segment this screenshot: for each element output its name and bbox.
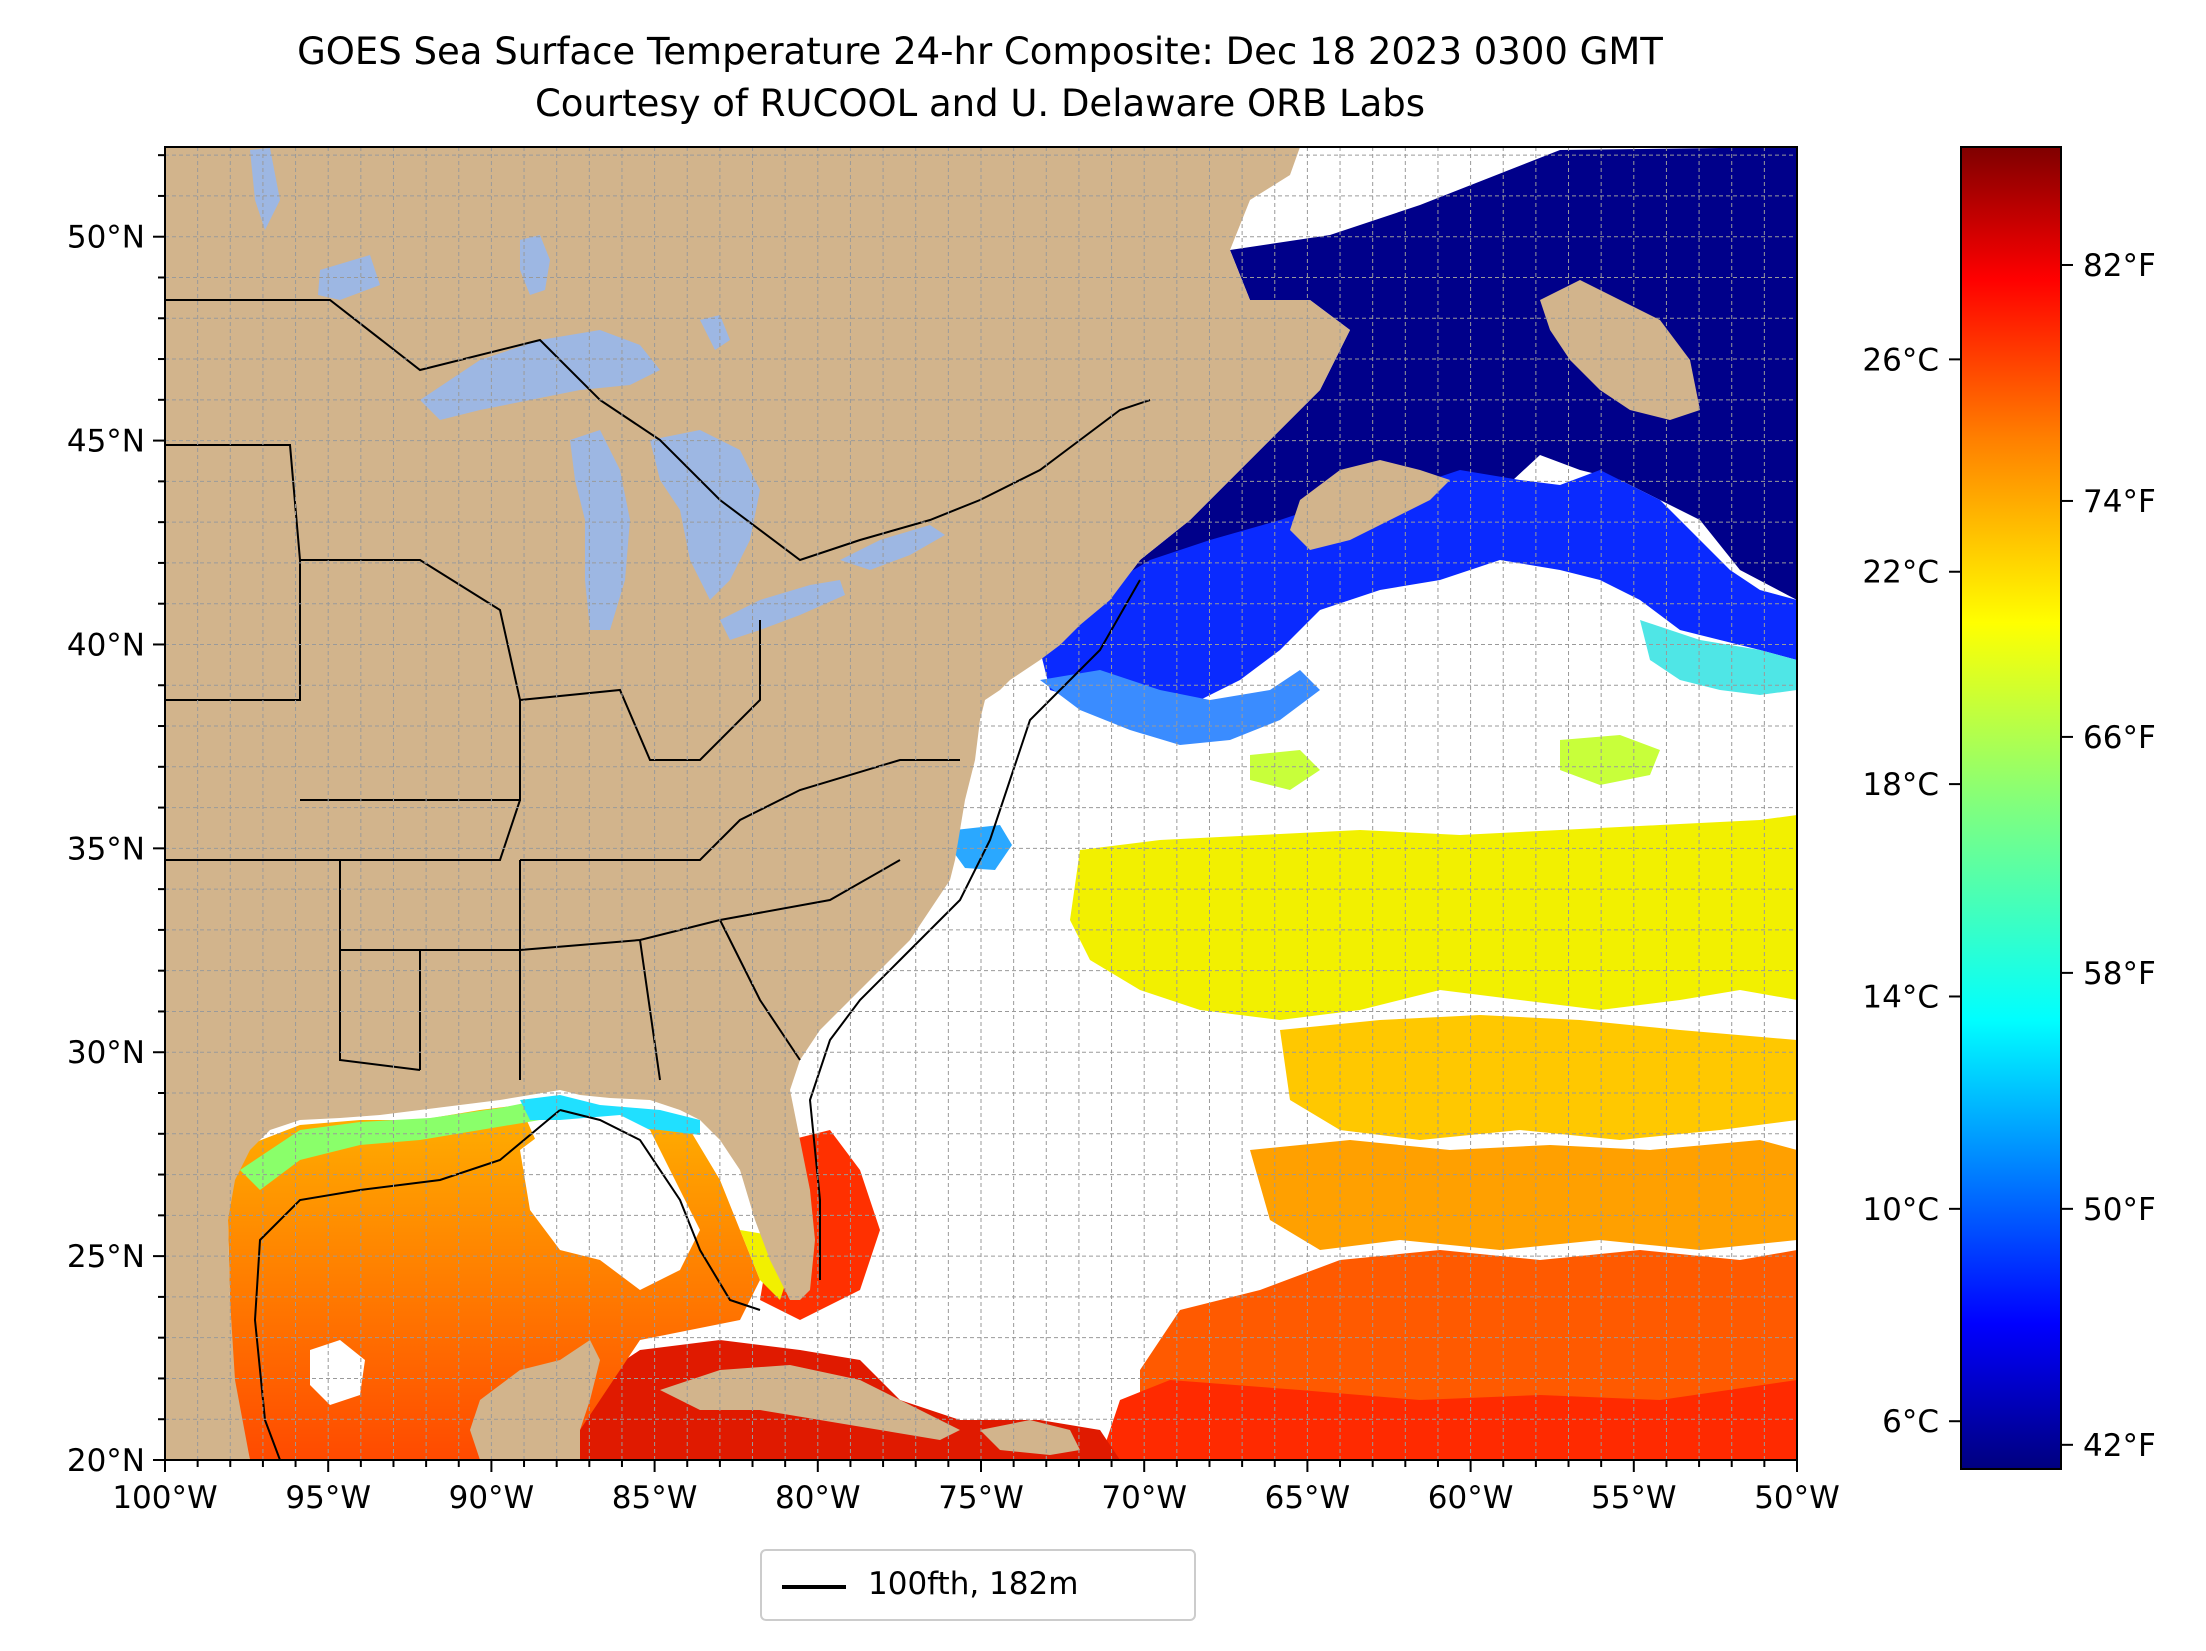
- colorbar-celsius-ticks: 6°C 10°C 14°C 18°C 22°C 26°C: [1862, 342, 1961, 1440]
- land: [165, 147, 1700, 1460]
- lake-michigan: [570, 430, 630, 630]
- cuba-land: [660, 1365, 960, 1440]
- sst-red-south: [1100, 1380, 1797, 1460]
- longitude-axis: 100°W 95°W 90°W 85°W 80°W 75°W 70°W 65°W 60°W 55°…: [112, 1460, 1840, 1516]
- map-subtitle: Courtesy of RUCOOL and U. Delaware ORB L…: [534, 82, 1426, 125]
- sst-yellow-orange-band: [1280, 1015, 1797, 1140]
- celsius-tick-label: 14°C: [1862, 979, 1939, 1015]
- fahrenheit-tick-label: 74°F: [2083, 484, 2156, 520]
- legend-isobath-line: [782, 1585, 846, 1589]
- lon-tick-label: 70°W: [1101, 1480, 1187, 1516]
- colorbar: 6°C 10°C 14°C 18°C 22°C 26°C 42°F 50°F 58°F 66°F…: [1862, 146, 2156, 1470]
- lake-patches-north: [250, 148, 380, 300]
- nova-scotia-land: [1290, 460, 1450, 550]
- lon-tick-label: 60°W: [1428, 1480, 1514, 1516]
- lat-tick-label: 45°N: [67, 424, 145, 460]
- lat-tick-label: 35°N: [67, 831, 145, 867]
- lat-tick-label: 50°N: [67, 220, 145, 256]
- lon-tick-label: 90°W: [449, 1480, 535, 1516]
- map-title: GOES Sea Surface Temperature 24-hr Compo…: [297, 30, 1663, 73]
- lakes: [250, 148, 945, 640]
- fahrenheit-tick-label: 82°F: [2083, 248, 2156, 284]
- fahrenheit-tick-label: 50°F: [2083, 1192, 2156, 1228]
- sst-cyan-patch-hatteras: [952, 825, 1012, 870]
- sst-orange-band: [1250, 1140, 1797, 1250]
- lake-huron: [650, 430, 760, 600]
- sst-cyan-region-east: [1640, 620, 1797, 695]
- lon-tick-label: 55°W: [1591, 1480, 1677, 1516]
- lon-tick-label: 75°W: [938, 1480, 1024, 1516]
- celsius-tick-label: 26°C: [1862, 342, 1939, 378]
- lon-tick-label: 80°W: [775, 1480, 861, 1516]
- sst-gulf-coastal-green: [240, 1100, 540, 1190]
- lon-tick-label: 100°W: [112, 1480, 217, 1516]
- sst-gulf-cloud-gap-west: [310, 1340, 365, 1405]
- us-canada-border: [165, 299, 1151, 562]
- map-area: [164, 146, 1798, 1461]
- fahrenheit-tick-label: 42°F: [2083, 1428, 2156, 1464]
- map-legend: 100fth, 182m: [760, 1549, 1196, 1621]
- lon-tick-label: 85°W: [612, 1480, 698, 1516]
- colorbar-gradient: [1961, 147, 2061, 1469]
- sst-yellow-band: [1070, 815, 1797, 1020]
- sst-blue-region: [1040, 470, 1797, 710]
- celsius-tick-label: 22°C: [1862, 555, 1939, 591]
- gridlines: [165, 147, 1797, 1460]
- isobath-gulf: [253, 1109, 761, 1460]
- lake-ontario: [840, 525, 945, 570]
- newfoundland-land: [1540, 280, 1700, 420]
- lat-tick-label: 20°N: [67, 1443, 145, 1479]
- florida-land-tip: [750, 1110, 812, 1290]
- colorbar-fahrenheit-ticks: 42°F 50°F 58°F 66°F 74°F 82°F: [2061, 248, 2156, 1464]
- celsius-tick-label: 18°C: [1862, 767, 1939, 803]
- political-borders: [165, 299, 1151, 1081]
- sst-dark-blue-region: [1110, 147, 1797, 640]
- fahrenheit-tick-label: 66°F: [2083, 720, 2156, 756]
- lon-tick-label: 50°W: [1754, 1480, 1840, 1516]
- celsius-tick-label: 10°C: [1862, 1192, 1939, 1228]
- fahrenheit-tick-label: 58°F: [2083, 956, 2156, 992]
- lake-nipigon: [700, 315, 730, 350]
- lon-tick-label: 65°W: [1265, 1480, 1351, 1516]
- lon-tick-label: 95°W: [285, 1480, 371, 1516]
- lake-winnipeg: [520, 235, 550, 295]
- lat-tick-label: 40°N: [67, 627, 145, 663]
- sst-gulf-coastal-cyan: [520, 1095, 700, 1135]
- celsius-tick-label: 6°C: [1882, 1404, 1939, 1440]
- latitude-axis: 20°N 25°N 30°N 35°N 40°N 45°N 50°N: [67, 154, 165, 1479]
- legend-label: 100fth, 182m: [868, 1566, 1079, 1602]
- north-america-land: [165, 147, 1350, 1460]
- lat-tick-label: 25°N: [67, 1239, 145, 1275]
- lake-erie: [720, 580, 845, 640]
- hispaniola-land: [980, 1420, 1080, 1455]
- lake-superior: [420, 330, 660, 420]
- sst-green-patches: [1250, 735, 1660, 790]
- colorbar-frame: [1960, 146, 2062, 1470]
- yucatan-land: [470, 1340, 600, 1460]
- lat-tick-label: 30°N: [67, 1035, 145, 1071]
